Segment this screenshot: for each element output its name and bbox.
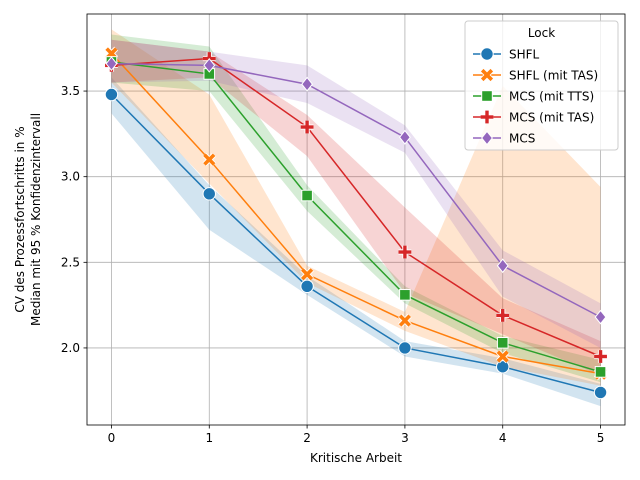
data-point	[594, 309, 607, 325]
confidence-band	[111, 39, 601, 348]
y-tick-label: 2.0	[61, 341, 80, 355]
legend-marker	[480, 110, 494, 124]
y-tick-label: 2.5	[61, 255, 80, 269]
y-axis-label-line-2: Median mit 95 % Konfidenzintervall	[29, 113, 43, 326]
data-point	[496, 337, 509, 349]
data-point	[300, 267, 314, 282]
x-tick-label: 0	[108, 431, 116, 445]
legend-item: MCS	[473, 130, 535, 146]
legend-marker	[481, 90, 493, 102]
legend-box	[464, 20, 619, 151]
x-tick-label: 1	[205, 431, 213, 445]
legend-marker	[480, 68, 494, 82]
legend-title: Lock	[528, 26, 555, 40]
y-axis-label: CV des Prozessfortschritts in % Median m…	[13, 113, 43, 326]
legend-item: MCS (mit TTS)	[473, 90, 594, 104]
y-tick-label: 3.0	[61, 170, 80, 184]
x-axis-label: Kritische Arbeit	[310, 451, 402, 465]
legend-label: MCS (mit TTS)	[509, 90, 594, 104]
legend-marker	[480, 47, 494, 61]
x-tick-label: 5	[597, 431, 605, 445]
legend-label: SHFL (mit TAS)	[509, 69, 598, 83]
confidence-bands	[111, 29, 601, 407]
data-point	[301, 76, 314, 92]
series-markers	[104, 46, 608, 400]
data-point	[594, 350, 607, 363]
legend-label: MCS	[509, 132, 535, 146]
series-line	[111, 62, 601, 318]
x-tick-label: 2	[303, 431, 311, 445]
data-point	[496, 258, 509, 274]
y-axis-ticks: 2.0 2.5 3.0 3.5	[61, 84, 87, 355]
x-axis-ticks: 0 1 2 3 4 5	[108, 425, 605, 445]
legend-label: MCS (mit TAS)	[509, 111, 594, 125]
data-point	[398, 313, 412, 328]
data-point	[496, 309, 510, 322]
data-point	[202, 152, 216, 167]
confidence-band	[111, 29, 601, 386]
series-line	[110, 93, 601, 394]
data-point	[398, 129, 411, 145]
legend-marker	[481, 130, 493, 146]
legend-label: SHFL	[509, 48, 540, 62]
y-axis-label-line-1: CV des Prozessfortschritts in %	[13, 126, 27, 312]
series-line	[111, 57, 601, 358]
confidence-band	[111, 34, 601, 383]
data-point	[593, 385, 608, 400]
data-point	[496, 360, 510, 374]
data-point	[594, 366, 607, 378]
data-point	[496, 349, 510, 364]
data-point	[398, 341, 412, 355]
y-tick-label: 3.5	[61, 84, 80, 98]
data-point	[398, 245, 412, 259]
data-point	[202, 187, 216, 201]
legend: Lock SHFL SHFL (mit TAS) MCS (mit TTS) MCS …	[464, 20, 619, 151]
plot-frame	[86, 13, 626, 426]
data-point	[301, 189, 313, 202]
data-point	[104, 87, 119, 102]
legend-item: MCS (mit TAS)	[473, 111, 594, 125]
confidence-band	[111, 39, 601, 376]
data-point	[300, 120, 314, 134]
series-lines	[110, 52, 601, 394]
legend-items: SHFL SHFL (mit TAS) MCS (mit TTS) MCS (mit …	[473, 47, 598, 146]
data-point	[300, 279, 314, 293]
data-point	[203, 57, 216, 73]
confidence-band	[111, 77, 601, 407]
series-line	[110, 52, 601, 375]
data-point	[399, 289, 411, 301]
series-line	[111, 61, 601, 373]
x-tick-label: 3	[401, 431, 409, 445]
legend-item: SHFL (mit TAS)	[473, 68, 598, 83]
data-point	[105, 56, 118, 72]
legend-item: SHFL	[473, 47, 540, 62]
x-tick-label: 4	[499, 431, 507, 445]
